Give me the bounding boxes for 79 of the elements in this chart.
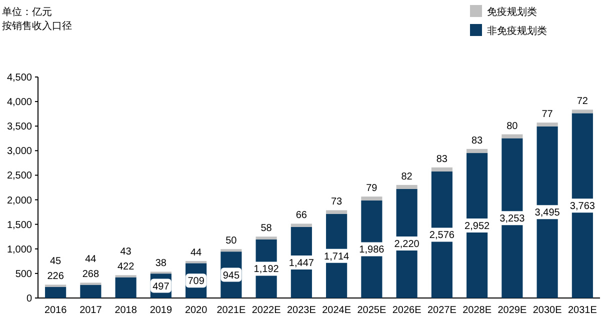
bar <box>115 277 136 298</box>
data-label: 82 <box>401 171 413 182</box>
x-tick-label: 2023E <box>286 305 316 316</box>
y-tick-label: 2,000 <box>6 195 32 206</box>
data-label: 77 <box>542 109 554 120</box>
legend-label: 非免疫规划类 <box>487 25 547 37</box>
y-tick-label: 0 <box>26 294 32 304</box>
bar <box>431 167 452 172</box>
x-tick-label: 2019 <box>150 305 172 316</box>
x-tick-label: 2027E <box>427 305 457 316</box>
x-tick-label: 2026E <box>392 305 422 316</box>
data-label: 45 <box>50 256 62 268</box>
data-label: 422 <box>117 262 135 273</box>
x-tick-label: 2017 <box>80 305 102 316</box>
bar <box>466 153 488 298</box>
x-tick-label: 2031E <box>568 305 598 316</box>
bar <box>326 210 348 214</box>
data-label: 945 <box>222 270 240 282</box>
data-label: 66 <box>296 210 308 222</box>
data-label: 38 <box>155 258 167 270</box>
y-tick-label: 3,000 <box>6 146 32 158</box>
bar <box>80 284 102 298</box>
data-label: 1,986 <box>359 244 385 256</box>
x-tick-label: 2028E <box>462 305 492 316</box>
text: 按销售收入口径 <box>2 20 72 32</box>
data-label: 497 <box>152 281 170 292</box>
data-label: 3,763 <box>570 201 596 212</box>
data-label: 1,192 <box>254 264 280 276</box>
data-label: 1,714 <box>324 251 350 262</box>
x-tick-label: 2016 <box>44 305 68 316</box>
data-label: 2,952 <box>464 221 490 232</box>
y-tick-label: 2,500 <box>6 170 32 182</box>
data-label: 73 <box>331 196 343 208</box>
data-label: 44 <box>85 254 97 266</box>
bar <box>396 184 418 189</box>
data-label: 2,220 <box>394 238 420 250</box>
data-label: 72 <box>576 96 588 108</box>
data-label: 3,495 <box>534 208 560 219</box>
data-label: 3,253 <box>500 214 526 225</box>
data-label: 50 <box>226 236 238 247</box>
bar <box>220 249 242 252</box>
x-tick-label: 2018 <box>114 305 138 316</box>
data-label: 268 <box>82 269 100 280</box>
x-tick-label: 2029E <box>498 305 527 316</box>
bar <box>361 196 382 200</box>
data-label: 709 <box>188 276 205 288</box>
y-tick-label: 500 <box>15 268 32 280</box>
bar <box>290 224 312 227</box>
data-label: 43 <box>120 246 132 258</box>
bar <box>466 148 488 154</box>
data-label: 83 <box>436 154 448 165</box>
x-tick-label: 2024E <box>322 305 352 316</box>
y-tick-label: 4,500 <box>6 72 32 84</box>
bar <box>45 286 66 298</box>
data-label: 44 <box>190 248 202 259</box>
bar <box>502 138 523 298</box>
data-label: 2,576 <box>429 230 455 242</box>
data-label: 58 <box>260 223 272 234</box>
data-label: 79 <box>366 183 378 194</box>
x-tick-label: 2021E <box>216 305 246 316</box>
bar <box>572 113 593 298</box>
y-tick-label: 3,500 <box>6 122 32 133</box>
x-tick-label: 2025E <box>357 305 386 316</box>
y-tick-label: 4,000 <box>6 97 32 108</box>
bar <box>256 236 277 240</box>
data-label: 1,447 <box>288 258 314 269</box>
text: 单位：亿元 <box>2 6 52 18</box>
bar <box>536 126 558 298</box>
legend-label: 免疫规划类 <box>487 6 537 18</box>
x-tick-label: 2022E <box>252 305 282 316</box>
bar <box>572 110 593 114</box>
bar <box>536 122 558 126</box>
x-tick-label: 2030E <box>532 305 562 316</box>
y-tick-label: 1,500 <box>6 220 32 231</box>
x-tick-label: 2020 <box>184 305 208 316</box>
data-label: 226 <box>47 271 64 282</box>
data-label: 83 <box>472 135 484 146</box>
y-tick-label: 1,000 <box>6 244 32 256</box>
data-label: 80 <box>506 120 518 132</box>
